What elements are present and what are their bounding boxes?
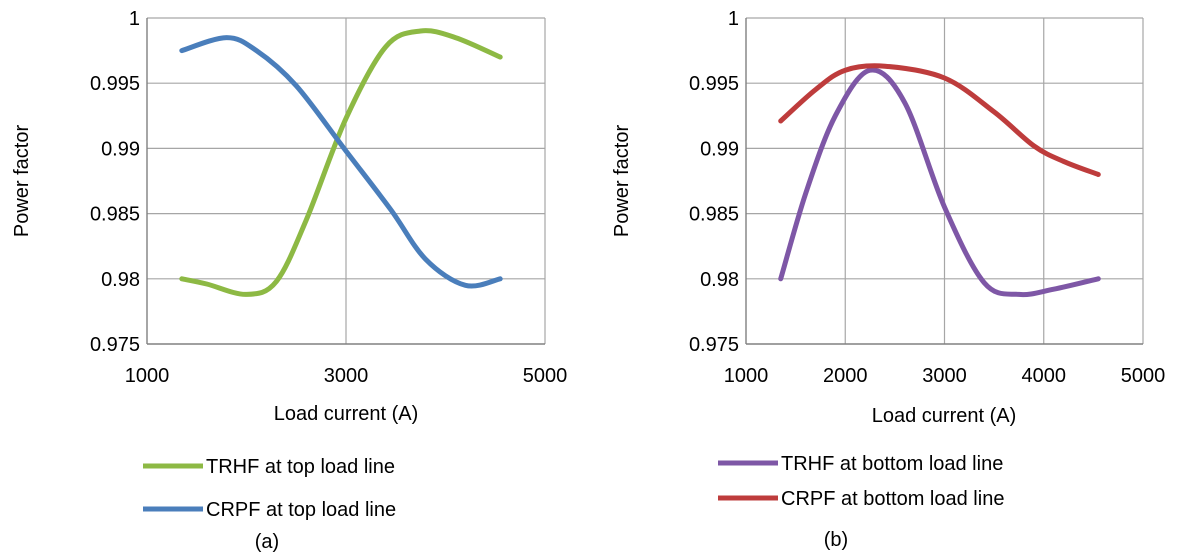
chart-b-grid [746,18,1143,344]
chart-a-x-tick-label: 5000 [523,365,568,387]
chart-b-x-tick-label: 4000 [1022,365,1067,387]
chart-b-x-axis-label: Load current (A) [872,405,1017,427]
chart-b-series-line-crpf-at-bottom-load-line [781,66,1099,175]
chart-a-y-tick-label: 0.985 [90,204,140,226]
chart-b-legend-label-crpf-at-bottom-load-line: CRPF at bottom load line [781,488,1004,510]
chart-a-y-tick-label: 0.975 [90,334,140,356]
chart-b-y-tick-label: 0.995 [689,73,739,95]
chart-b-y-tick-label: 0.99 [700,138,739,160]
chart-a-x-tick-label: 3000 [324,365,369,387]
chart-b-y-tick-label: 0.975 [689,334,739,356]
chart-b-series-line-trhf-at-bottom-load-line [781,70,1099,295]
chart-a-y-tick-label: 1 [129,8,140,30]
chart-b-x-tick-labels: 1000 2000 3000 4000 5000 [724,365,1166,387]
chart-b-x-tick-label: 3000 [922,365,967,387]
chart-b-x-tick-label: 1000 [724,365,769,387]
chart-b-x-tick-label: 5000 [1121,365,1166,387]
chart-a-x-axis-label: Load current (A) [274,403,419,425]
chart-a-grid [147,18,545,344]
chart-a-series [182,31,500,295]
chart-b: 0.975 0.98 0.985 0.99 0.995 1 1000 2000 3000 400… [611,8,1165,551]
chart-b-y-tick-label: 1 [728,8,739,30]
chart-a-x-tick-labels: 1000 3000 5000 [125,365,568,387]
chart-b-y-tick-labels: 0.975 0.98 0.985 0.99 0.995 1 [689,8,739,356]
chart-a-legend-label-trhf-at-top-load-line: TRHF at top load line [206,456,395,478]
chart-a-caption: (a) [255,531,279,553]
chart-a-x-tick-label: 1000 [125,365,170,387]
chart-a: 0.975 0.98 0.985 0.99 0.995 1 1000 3000 5000 Po… [11,8,567,553]
chart-a-y-tick-label: 0.99 [101,138,140,160]
chart-b-caption: (b) [824,529,848,551]
chart-a-y-axis-label: Power factor [11,125,33,238]
chart-a-y-tick-labels: 0.975 0.98 0.985 0.99 0.995 1 [90,8,140,356]
chart-b-y-tick-label: 0.985 [689,204,739,226]
chart-b-series [781,66,1099,295]
chart-a-legend-label-crpf-at-top-load-line: CRPF at top load line [206,499,396,521]
chart-a-legend: TRHF at top load line CRPF at top load li… [143,456,396,521]
chart-b-x-tick-label: 2000 [823,365,868,387]
chart-b-legend: TRHF at bottom load line CRPF at bottom l… [718,453,1004,510]
chart-a-y-tick-label: 0.995 [90,73,140,95]
chart-a-y-tick-label: 0.98 [101,269,140,291]
chart-b-legend-label-trhf-at-bottom-load-line: TRHF at bottom load line [781,453,1003,475]
chart-b-y-tick-label: 0.98 [700,269,739,291]
chart-a-series-line-trhf-at-top-load-line [182,31,500,295]
chart-a-series-line-crpf-at-top-load-line [182,38,500,286]
chart-b-y-axis-label: Power factor [611,125,633,238]
